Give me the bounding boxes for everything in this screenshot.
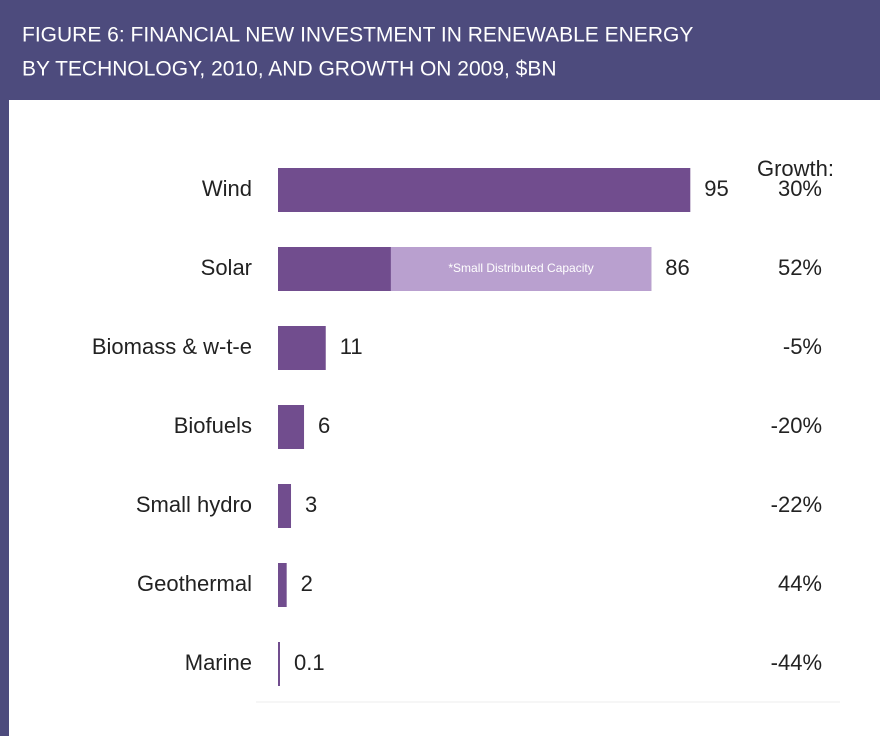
value-label: 3 bbox=[305, 492, 317, 517]
value-label: 2 bbox=[301, 571, 313, 596]
growth-label: 30% bbox=[778, 176, 822, 201]
growth-label: -5% bbox=[783, 334, 822, 359]
growth-header: Growth: bbox=[757, 156, 834, 181]
growth-label: -22% bbox=[771, 492, 822, 517]
bar bbox=[278, 484, 292, 528]
bar bbox=[278, 326, 326, 370]
left-border bbox=[0, 100, 9, 736]
category-label: Biomass & w-t-e bbox=[92, 334, 252, 359]
segment-label: *Small Distributed Capacity bbox=[448, 261, 593, 275]
bar bbox=[278, 563, 287, 607]
bar-segment bbox=[390, 247, 652, 291]
category-label: Solar bbox=[201, 255, 252, 280]
header-band bbox=[0, 0, 880, 100]
category-label: Geothermal bbox=[137, 571, 252, 596]
bar bbox=[278, 405, 305, 449]
value-label: 86 bbox=[665, 255, 689, 280]
value-label: 0.1 bbox=[294, 650, 325, 675]
growth-label: 52% bbox=[778, 255, 822, 280]
value-label: 6 bbox=[318, 413, 330, 438]
growth-label: -44% bbox=[771, 650, 822, 675]
category-label: Biofuels bbox=[174, 413, 252, 438]
category-label: Marine bbox=[185, 650, 252, 675]
bar bbox=[278, 642, 280, 686]
chart-title: BY TECHNOLOGY, 2010, AND GROWTH ON 2009,… bbox=[22, 58, 557, 81]
category-label: Small hydro bbox=[136, 492, 252, 517]
value-label: 11 bbox=[340, 334, 363, 359]
growth-label: 44% bbox=[778, 571, 822, 596]
growth-label: -20% bbox=[771, 413, 822, 438]
bar bbox=[278, 168, 691, 212]
chart-title: FIGURE 6: FINANCIAL NEW INVESTMENT IN RE… bbox=[22, 24, 693, 47]
category-label: Wind bbox=[202, 176, 252, 201]
value-label: 95 bbox=[704, 176, 728, 201]
